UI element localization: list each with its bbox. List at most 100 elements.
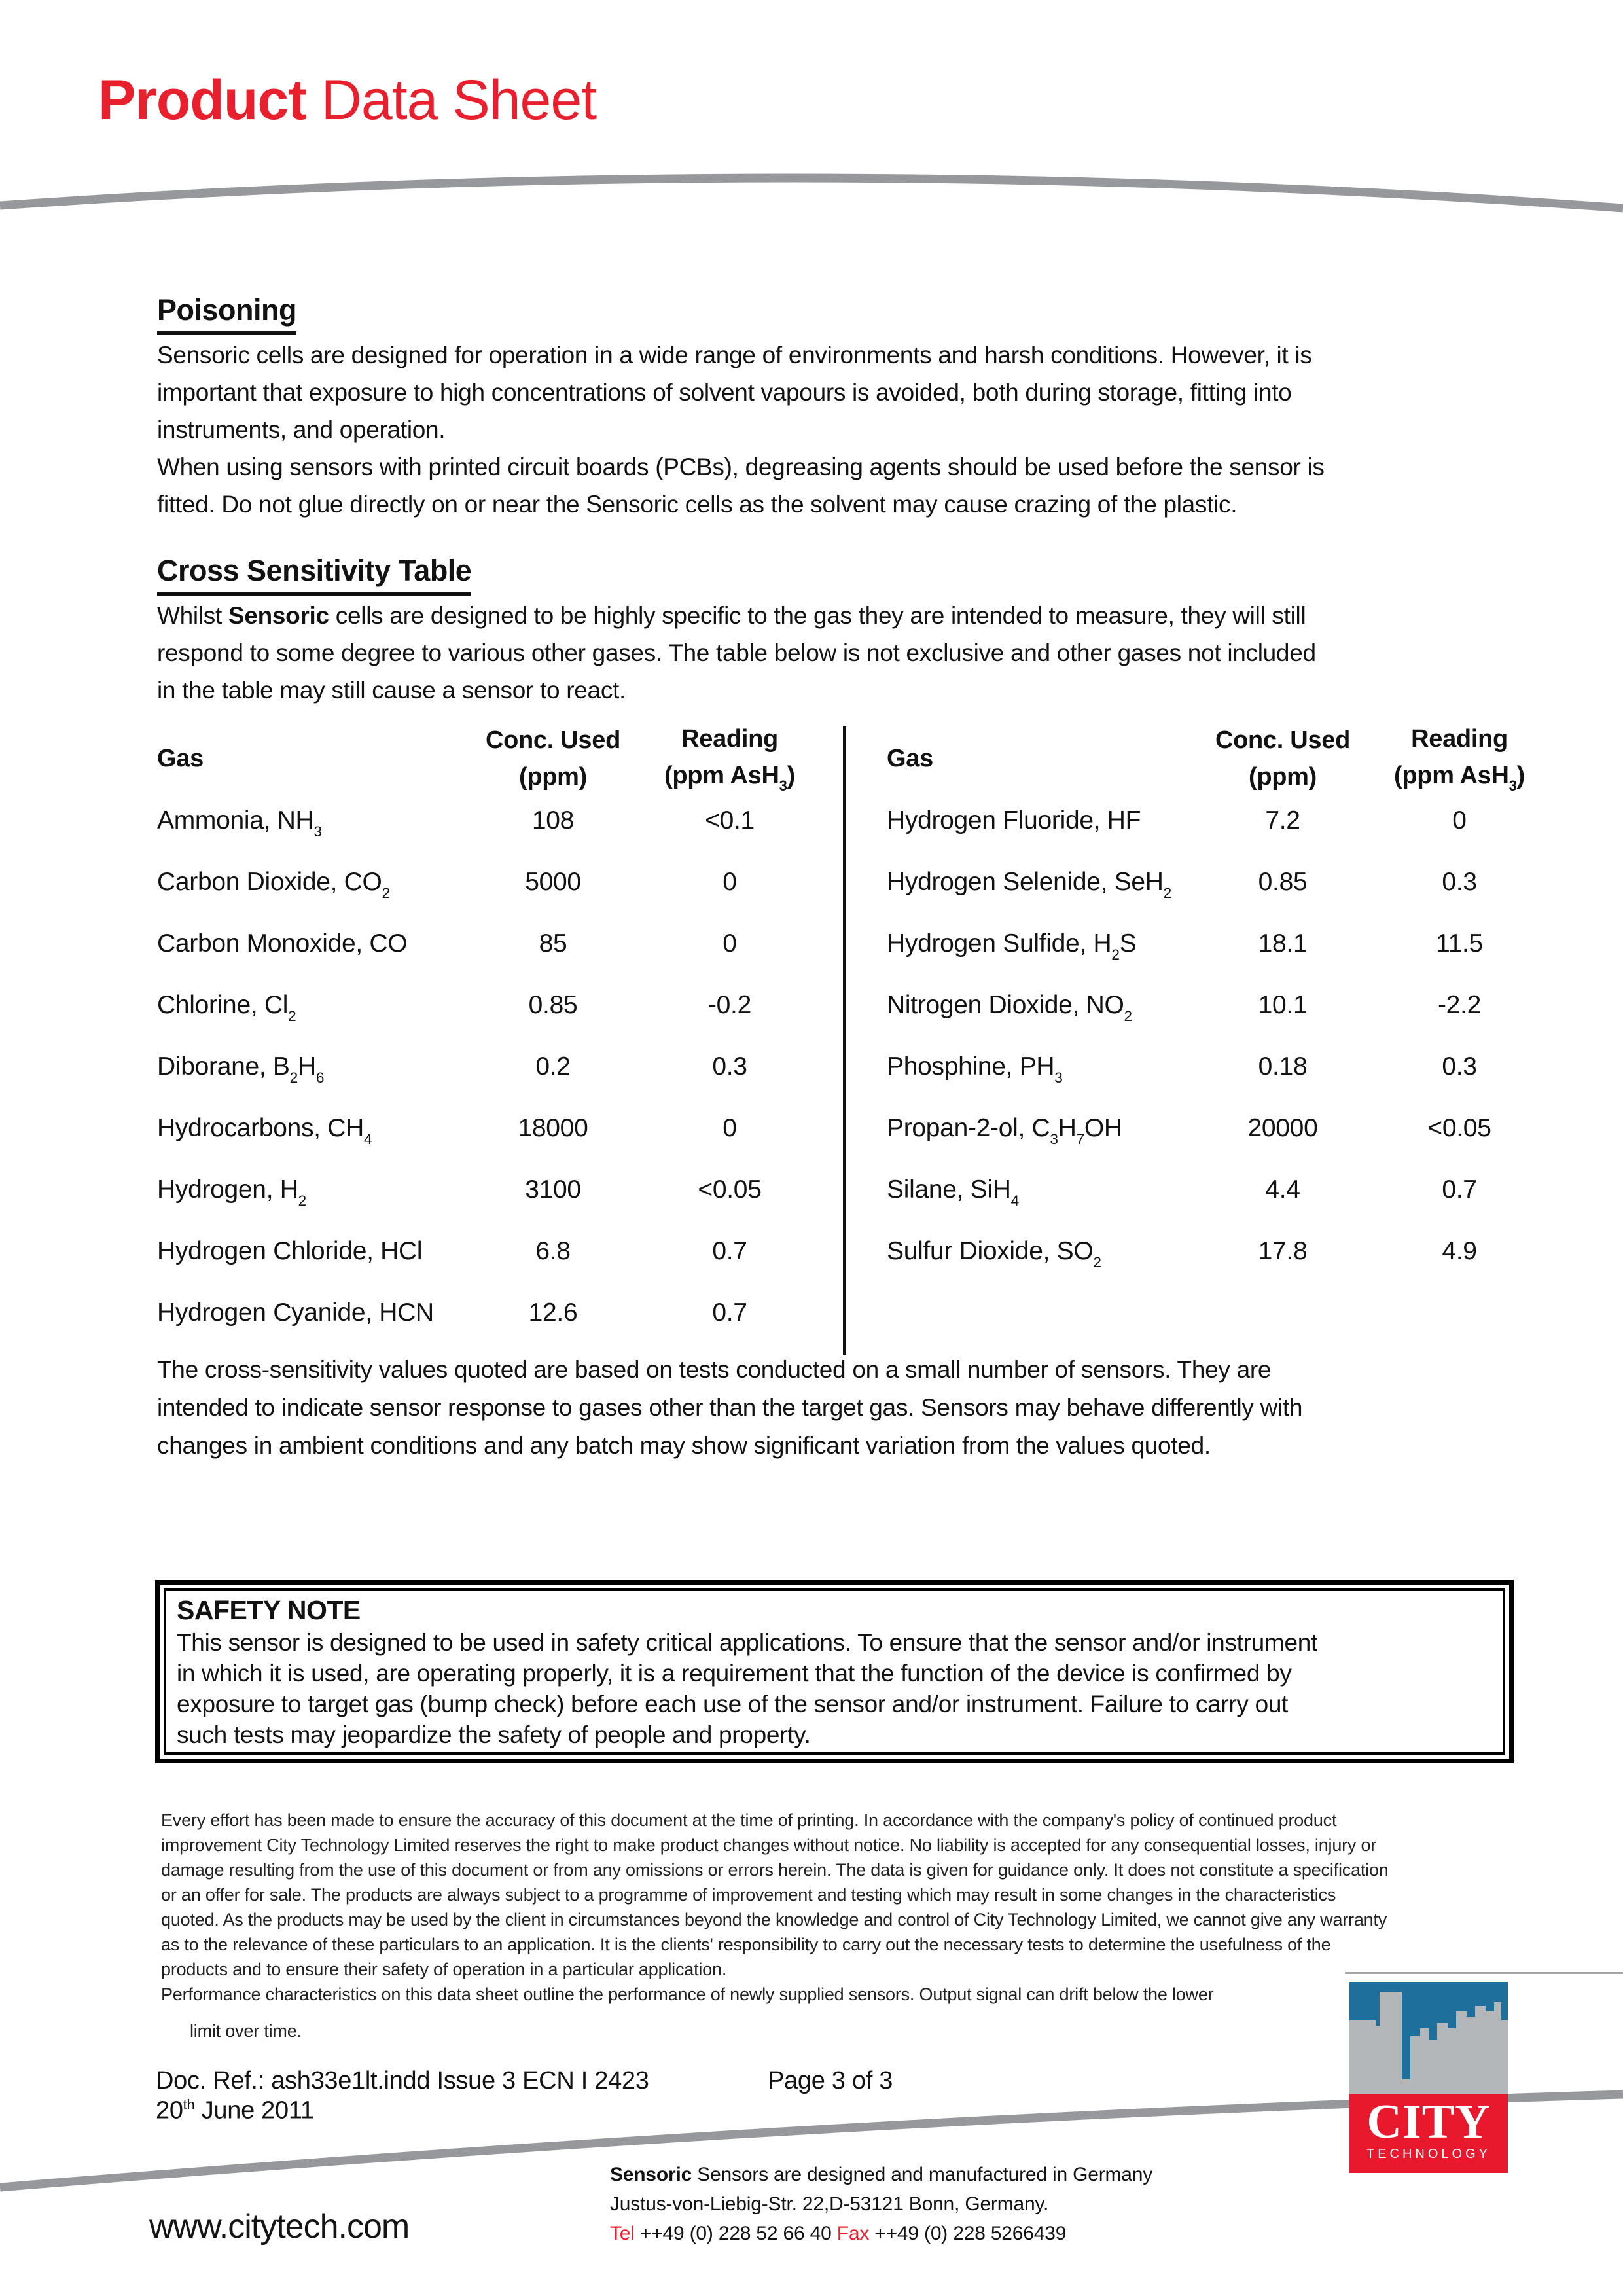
text-segment: Sulfur Dioxide, SO bbox=[887, 1237, 1094, 1265]
table-row: Hydrogen Chloride, HCl 6.8 0.7 bbox=[157, 1236, 825, 1297]
reading-value: <0.05 bbox=[1427, 1114, 1491, 1142]
city-technology-logo: CITY TECHNOLOGY bbox=[1349, 1982, 1508, 2173]
reading-value: 0.7 bbox=[712, 1237, 747, 1265]
gas-name: Nitrogen Dioxide, NO2 bbox=[887, 990, 1201, 1024]
text-line: changes in ambient conditions and any ba… bbox=[157, 1432, 1211, 1459]
subscript: 2 bbox=[382, 884, 391, 901]
text-segment: Whilst bbox=[157, 602, 228, 629]
text-line: respond to some degree to various other … bbox=[157, 639, 1316, 666]
table-right-body: Hydrogen Fluoride, HF 7.2 0 Hydrogen Seleni… bbox=[887, 805, 1554, 1297]
poisoning-section-heading-wrap: Poisoning bbox=[157, 293, 297, 335]
conc-used-value: 4.4 bbox=[1265, 1175, 1300, 1204]
safety-note-inner-box: SAFETY NOTE This sensor is designed to b… bbox=[164, 1588, 1505, 1755]
subscript: 3 bbox=[313, 823, 322, 840]
subscript: 3 bbox=[779, 777, 787, 794]
text-segment: cells are designed to be highly specific… bbox=[329, 602, 1306, 629]
footer-address: Justus-von-Liebig-Str. 22,D-53121 Bonn, … bbox=[610, 2193, 1049, 2215]
text-line: fitted. Do not glue directly on or near … bbox=[157, 491, 1238, 518]
table-row: Hydrogen Selenide, SeH2 0.85 0.3 bbox=[887, 867, 1554, 928]
gas-name: Hydrogen Sulfide, H2S bbox=[887, 928, 1201, 963]
conc-used-value: 6.8 bbox=[535, 1237, 571, 1265]
reading-value: <0.05 bbox=[698, 1175, 762, 1204]
gas-name: Silane, SiH4 bbox=[887, 1174, 1201, 1209]
table-row: Hydrocarbons, CH4 18000 0 bbox=[157, 1113, 825, 1174]
text-line: in the table may still cause a sensor to… bbox=[157, 677, 626, 704]
table-row: Phosphine, PH3 0.18 0.3 bbox=[887, 1051, 1554, 1113]
cross-sensitivity-heading-wrap: Cross Sensitivity Table bbox=[157, 554, 472, 596]
col-header-conc: Conc. Used (ppm) bbox=[471, 722, 635, 795]
table-row: Hydrogen, H2 3100 <0.05 bbox=[157, 1174, 825, 1236]
text-segment: Hydrogen Chloride, HCl bbox=[157, 1237, 423, 1265]
gas-name: Carbon Monoxide, CO bbox=[157, 928, 471, 960]
disclaimer-last-line: limit over time. bbox=[190, 2021, 302, 2041]
conc-used-value: 18000 bbox=[518, 1114, 588, 1142]
conc-used-value: 0.85 bbox=[528, 991, 578, 1019]
text-segment: Chlorine, Cl bbox=[157, 991, 289, 1019]
cross-sensitivity-heading: Cross Sensitivity Table bbox=[157, 554, 472, 596]
cross-sensitivity-intro: Whilst Sensoric cells are designed to be… bbox=[157, 597, 1316, 709]
text-segment: Hydrogen Sulfide, H bbox=[887, 929, 1112, 958]
page-title-product: Product bbox=[98, 69, 307, 132]
text-line: damage resulting from the use of this do… bbox=[161, 1860, 1389, 1880]
logo-wordmark: CITY TECHNOLOGY bbox=[1349, 2094, 1508, 2173]
col-header-reading: Reading (ppm AsH3) bbox=[635, 721, 825, 797]
text-line: important that exposure to high concentr… bbox=[157, 379, 1292, 406]
reading-value: <0.1 bbox=[705, 806, 755, 834]
text-segment: Sensoric bbox=[610, 2164, 692, 2185]
text-segment: Fax bbox=[836, 2223, 870, 2244]
safety-note-box: SAFETY NOTE This sensor is designed to b… bbox=[155, 1580, 1514, 1763]
subscript: 3 bbox=[1508, 777, 1517, 794]
cross-sensitivity-note-paragraph: The cross-sensitivity values quoted are … bbox=[157, 1351, 1302, 1465]
text-segment: S bbox=[1119, 929, 1137, 958]
footer-contact-block: Sensoric Sensors are designed and manufa… bbox=[610, 2160, 1152, 2248]
conc-used-value: 0.18 bbox=[1258, 1052, 1308, 1081]
text-segment: 20 bbox=[156, 2096, 183, 2125]
reading-value: 0.3 bbox=[1442, 868, 1477, 896]
gas-name: Phosphine, PH3 bbox=[887, 1051, 1201, 1086]
text-segment: (ppm AsH bbox=[1394, 761, 1509, 789]
table-row: Sulfur Dioxide, SO2 17.8 4.9 bbox=[887, 1236, 1554, 1297]
col-header-conc-line1: Conc. Used bbox=[485, 726, 621, 754]
reading-value: 0.7 bbox=[1442, 1175, 1477, 1204]
conc-used-value: 17.8 bbox=[1258, 1237, 1308, 1265]
col-header-conc-line1: Conc. Used bbox=[1215, 726, 1351, 754]
text-segment: Tel bbox=[610, 2223, 635, 2244]
subscript: 2 bbox=[1111, 946, 1120, 963]
table-left-body: Ammonia, NH3 108 <0.1 Carbon Dioxide, CO2 50… bbox=[157, 805, 825, 1359]
cross-sensitivity-table-right: Gas Conc. Used (ppm) Reading (ppm AsH3) … bbox=[887, 712, 1554, 1297]
page-title-datasheet: Data Sheet bbox=[306, 69, 597, 132]
text-line: intended to indicate sensor response to … bbox=[157, 1394, 1303, 1421]
table-row: Hydrogen Cyanide, HCN 12.6 0.7 bbox=[157, 1297, 825, 1359]
gas-name: Sulfur Dioxide, SO2 bbox=[887, 1236, 1201, 1270]
text-segment: H bbox=[1058, 1114, 1077, 1142]
text-segment: OH bbox=[1084, 1114, 1122, 1142]
gas-name: Chlorine, Cl2 bbox=[157, 990, 471, 1024]
logo-city-text: CITY bbox=[1366, 2095, 1491, 2149]
col-header-gas: Gas bbox=[157, 745, 204, 772]
text-segment: Carbon Dioxide, CO bbox=[157, 868, 382, 896]
footer-made-in: Sensoric Sensors are designed and manufa… bbox=[610, 2160, 1152, 2189]
text-line: or an offer for sale. The products are a… bbox=[161, 1885, 1336, 1905]
subscript: 7 bbox=[1076, 1130, 1085, 1147]
page-number: Page 3 of 3 bbox=[768, 2067, 893, 2094]
col-header-reading-line2: (ppm AsH3) bbox=[1364, 757, 1554, 797]
text-line: This sensor is designed to be used in sa… bbox=[177, 1629, 1317, 1656]
footer-tel-fax: Tel ++49 (0) 228 52 66 40 Fax ++49 (0) 2… bbox=[610, 2219, 1152, 2248]
text-line: exposure to target gas (bump check) befo… bbox=[177, 1691, 1289, 1717]
table-row: Propan-2-ol, C3H7OH 20000 <0.05 bbox=[887, 1113, 1554, 1174]
text-line: Sensoric cells are designed for operatio… bbox=[157, 342, 1312, 368]
gas-name: Carbon Dioxide, CO2 bbox=[157, 867, 471, 901]
subscript: 4 bbox=[363, 1130, 372, 1147]
col-header-conc-line2: (ppm) bbox=[1248, 763, 1317, 791]
doc-date: 20th June 2011 bbox=[156, 2096, 314, 2125]
logo-technology-text: TECHNOLOGY bbox=[1366, 2147, 1491, 2161]
text-segment: (ppm AsH bbox=[664, 761, 779, 789]
conc-used-value: 12.6 bbox=[528, 1299, 578, 1327]
reading-value: 0 bbox=[722, 1114, 737, 1142]
gas-name: Hydrogen, H2 bbox=[157, 1174, 471, 1209]
conc-used-value: 20000 bbox=[1247, 1114, 1318, 1142]
text-line: The cross-sensitivity values quoted are … bbox=[157, 1356, 1272, 1383]
gas-name: Hydrocarbons, CH4 bbox=[157, 1113, 471, 1147]
gas-name: Diborane, B2H6 bbox=[157, 1051, 471, 1086]
